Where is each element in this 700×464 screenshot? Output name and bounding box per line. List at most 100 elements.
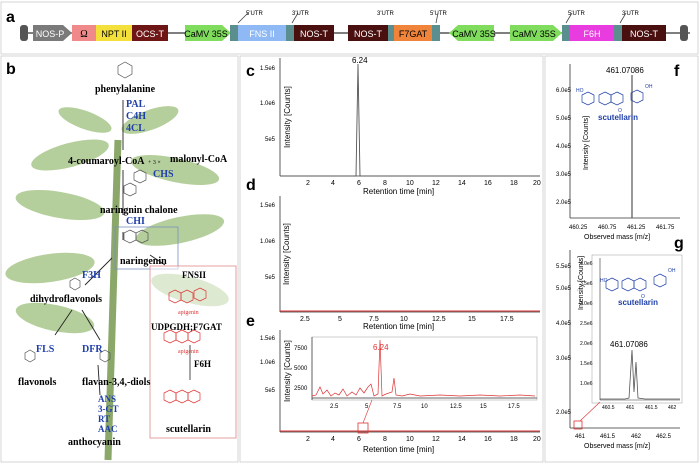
f-ho-label: HO — [576, 88, 584, 94]
svg-text:8: 8 — [383, 436, 387, 443]
svg-text:17.5: 17.5 — [508, 404, 520, 410]
svg-text:2: 2 — [306, 436, 310, 443]
ocs-t-label: OCS-T — [136, 29, 165, 39]
e-inset-ytick-1: 2500 — [294, 386, 308, 392]
f-ytick-3: 4.0e5 — [556, 144, 572, 150]
f-xlabel: Observed mass [m/z] — [584, 234, 650, 241]
utr3-block-1 — [286, 25, 294, 41]
omega-label: Ω — [80, 29, 87, 40]
malonyl-coa-label: malonyl-CoA — [170, 154, 228, 165]
apigenin-structure — [163, 287, 207, 404]
plant-stem — [104, 139, 122, 461]
svg-text:462.5: 462.5 — [656, 434, 672, 440]
svg-text:7.5: 7.5 — [393, 404, 402, 410]
svg-text:15: 15 — [468, 316, 476, 323]
f6h-label: F6H — [583, 29, 600, 39]
g-scutellarin-structure — [605, 273, 667, 292]
svg-text:10: 10 — [406, 436, 414, 443]
g-xlabel: Observed mass [m/z] — [584, 443, 650, 450]
f-ytick-1: 2.0e5 — [556, 200, 572, 206]
enzyme-chi: CHI — [126, 216, 145, 227]
enzyme-fnsii: FNSII — [182, 270, 207, 280]
scutellarin-label-b: scutellarin — [166, 424, 211, 435]
e-xticks: 2 4 6 8 10 12 14 16 18 20 — [306, 436, 541, 443]
svg-text:18: 18 — [510, 436, 518, 443]
utr5-label-2: 5'UTR — [430, 11, 447, 17]
flavonols-label: flavonols — [18, 377, 56, 388]
c-ytick-1: 5e5 — [265, 137, 276, 143]
svg-text:461.75: 461.75 — [656, 225, 675, 231]
g-ylabel: Intensity [Counts] — [578, 256, 585, 310]
f-ytick-2: 3.0e5 — [556, 172, 572, 178]
g-compound-label: scutellarin — [618, 298, 658, 307]
svg-text:5: 5 — [338, 316, 342, 323]
g-ytick-3: 4.0e5 — [556, 321, 572, 327]
apigenin-label-2: apigenin — [178, 349, 199, 355]
coumaroyl-coa-label: 4-coumaroyl-CoA — [68, 156, 145, 167]
mass-spectrum-f: Intensity [Counts] 6.0e5 5.0e5 4.0e5 3.0… — [556, 64, 680, 241]
svg-text:6: 6 — [357, 436, 361, 443]
enzyme-c4h: C4H — [126, 111, 146, 122]
panel-label-c: c — [246, 63, 255, 80]
svg-text:2.0e6: 2.0e6 — [580, 341, 593, 347]
right-border — [680, 25, 688, 41]
enzyme-ans: ANS — [98, 394, 116, 404]
chromatogram-c: Intensity [Counts] 1.5e6 1.0e6 5e5 6.24 … — [260, 56, 541, 196]
nos-t-terminator-2 — [348, 25, 388, 41]
nos-t-terminator-1 — [294, 25, 334, 41]
plant-leaves — [5, 106, 229, 334]
e-xlabel: Retention time [min] — [363, 445, 434, 454]
nos-t-label-3: NOS-T — [630, 29, 659, 39]
svg-text:8: 8 — [383, 180, 387, 187]
enzyme-dfr: DFR — [82, 344, 103, 355]
g-ho-label: HO — [600, 278, 608, 284]
g-inset-trace — [600, 349, 680, 400]
svg-text:20: 20 — [533, 180, 541, 187]
left-border — [20, 25, 28, 41]
utr3-label-3: 3'UTR — [622, 11, 639, 17]
g-ytick-2: 3.0e5 — [556, 356, 572, 362]
chalcone-label: naringnin chalone — [100, 205, 178, 216]
panel-label-b: b — [6, 61, 16, 78]
nos-t-label-2: NOS-T — [354, 29, 383, 39]
pathway-arrows — [54, 100, 166, 396]
enzyme-chs: CHS — [153, 169, 174, 180]
e-ylabel: Intensity [Counts] — [283, 340, 292, 402]
svg-text:460.75: 460.75 — [598, 225, 617, 231]
svg-text:1.5e6: 1.5e6 — [580, 361, 593, 367]
c-ylabel: Intensity [Counts] — [283, 86, 292, 148]
f-oh-label: OH — [645, 84, 653, 90]
svg-text:460.25: 460.25 — [569, 225, 588, 231]
utr5-label-3: 5'UTR — [568, 11, 585, 17]
c-ytick-3: 1.5e6 — [260, 66, 276, 72]
svg-text:14: 14 — [458, 180, 466, 187]
panel-label-g: g — [674, 235, 684, 252]
omega-element — [72, 25, 96, 41]
f7gat-gene — [394, 25, 432, 41]
molecule-drawings — [24, 61, 149, 363]
camv-35s-label-2: CaMV 35S — [452, 29, 496, 39]
apigenin-label: apigenin — [178, 310, 199, 316]
c-peak-label: 6.24 — [352, 56, 368, 65]
svg-text:12.5: 12.5 — [432, 316, 446, 323]
enzyme-3gt: 3-GT — [98, 404, 119, 414]
svg-text:461: 461 — [575, 434, 586, 440]
svg-text:460.5: 460.5 — [602, 405, 615, 411]
f-xticks: 460.25 460.75 461.25 461.75 — [569, 225, 675, 231]
f-o-label: O — [618, 108, 622, 114]
svg-text:1.0e6: 1.0e6 — [580, 381, 593, 387]
panel-label-e: e — [246, 313, 255, 330]
f-peak-label: 461.07086 — [606, 66, 644, 75]
nos-t-label-1: NOS-T — [300, 29, 329, 39]
svg-text:2: 2 — [306, 180, 310, 187]
utr3-label-2: 3'UTR — [377, 11, 394, 17]
svg-text:10: 10 — [400, 316, 408, 323]
c-ytick-2: 1.0e6 — [260, 101, 276, 107]
c-xlabel: Retention time [min] — [363, 187, 434, 196]
c-xticks: 2 4 6 8 10 12 14 16 18 20 — [306, 180, 541, 187]
g-ytick-1: 2.0e5 — [556, 410, 572, 416]
camv-35s-promoter-2 — [449, 25, 494, 41]
svg-text:4: 4 — [331, 436, 335, 443]
nos-t-terminator-3 — [622, 25, 666, 41]
